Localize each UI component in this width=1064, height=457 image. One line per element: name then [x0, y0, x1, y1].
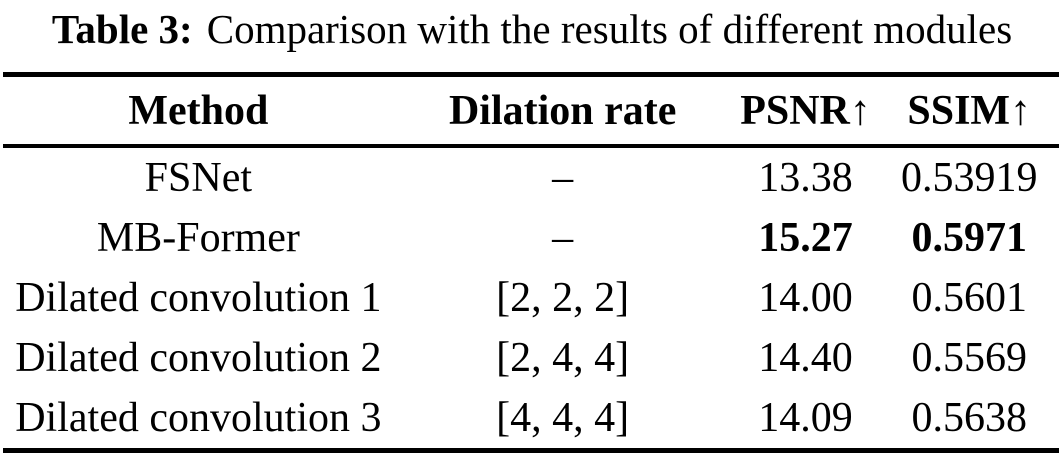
cell-psnr: 14.09 — [758, 395, 853, 441]
table-row: Dilated convolution 1 [2, 2, 2] 14.00 0.… — [3, 268, 1059, 328]
cell-ssim: 0.5971 — [911, 215, 1027, 261]
cell-method: FSNet — [144, 155, 253, 201]
cell-ssim: 0.5638 — [911, 395, 1027, 441]
cell-dilation-rate: [2, 2, 2] — [496, 275, 630, 321]
cell-method: MB-Former — [96, 215, 300, 261]
cell-psnr: 15.27 — [758, 215, 853, 261]
table-row: Dilated convolution 3 [4, 4, 4] 14.09 0.… — [3, 388, 1059, 451]
up-arrow-icon: ↑ — [1010, 87, 1032, 134]
table-row: Dilated convolution 2 [2, 4, 4] 14.40 0.… — [3, 328, 1059, 388]
cell-method: Dilated convolution 2 — [15, 335, 382, 381]
table-caption: Table 3: Comparison with the results of d… — [0, 4, 1064, 54]
column-header-method: Method — [3, 74, 394, 148]
caption-label: Table 3: — [51, 6, 193, 52]
header-row: Method Dilation rate PSNR↑ SSIM↑ — [3, 74, 1059, 148]
cell-psnr: 14.00 — [758, 275, 853, 321]
cell-dilation-rate: [4, 4, 4] — [496, 395, 630, 441]
column-header-method-label: Method — [128, 87, 269, 134]
column-header-psnr-label: PSNR — [740, 87, 850, 134]
column-header-dilation-rate: Dilation rate — [393, 74, 732, 148]
cell-method: Dilated convolution 3 — [15, 395, 382, 441]
cell-psnr: 14.40 — [758, 335, 853, 381]
cell-dilation-rate: [2, 4, 4] — [496, 335, 630, 381]
cell-method: Dilated convolution 1 — [15, 275, 382, 321]
column-header-ssim-label: SSIM — [907, 87, 1011, 134]
cell-dilation-rate: – — [552, 215, 574, 261]
up-arrow-icon: ↑ — [849, 87, 871, 134]
cell-psnr: 13.38 — [758, 155, 853, 201]
cell-dilation-rate: – — [552, 155, 574, 201]
results-table: Method Dilation rate PSNR↑ SSIM↑ FSNet –… — [3, 72, 1059, 453]
cell-ssim: 0.53919 — [900, 155, 1038, 201]
cell-ssim: 0.5569 — [911, 335, 1027, 381]
column-header-ssim: SSIM↑ — [879, 74, 1059, 148]
column-header-psnr: PSNR↑ — [731, 74, 880, 148]
table-row: FSNet – 13.38 0.53919 — [3, 146, 1059, 208]
column-header-dilation-rate-label: Dilation rate — [448, 87, 677, 134]
caption-text: Comparison with the results of different… — [206, 6, 1013, 52]
table-row: MB-Former – 15.27 0.5971 — [3, 208, 1059, 268]
cell-ssim: 0.5601 — [911, 275, 1027, 321]
